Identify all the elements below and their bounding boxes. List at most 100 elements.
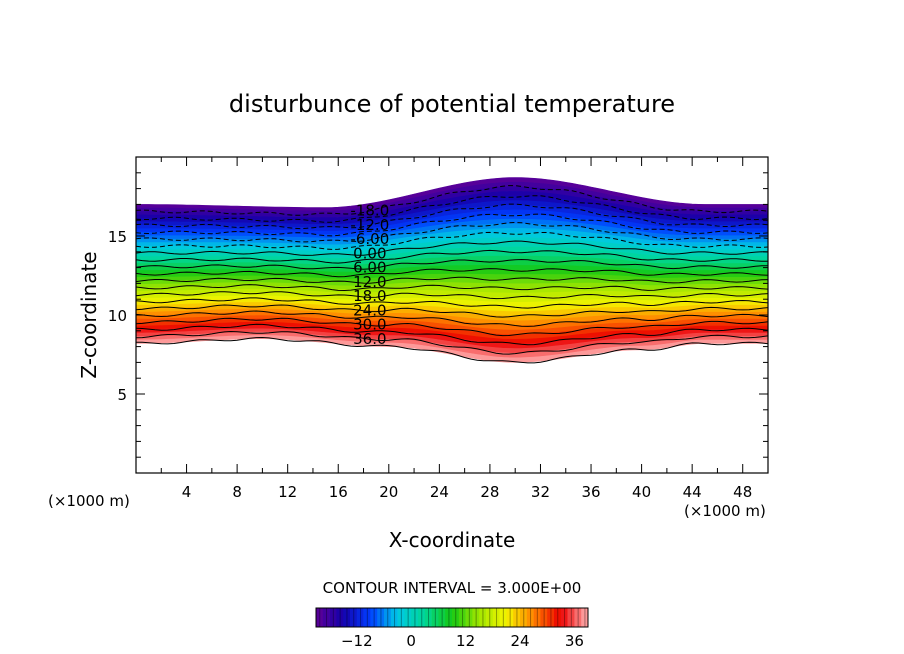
contour-line bbox=[136, 221, 768, 243]
colorbar-swatch bbox=[329, 608, 337, 627]
x-tick-label: 44 bbox=[683, 483, 702, 501]
colorbar-swatch bbox=[465, 608, 473, 627]
colorbar-swatch bbox=[377, 608, 385, 627]
colorbar-swatch bbox=[370, 608, 378, 627]
x-tick-label: 32 bbox=[531, 483, 550, 501]
y-tick-label: 5 bbox=[117, 386, 127, 404]
colorbar-swatch bbox=[445, 608, 453, 627]
contour-line bbox=[136, 203, 768, 230]
colorbar-swatch bbox=[506, 608, 514, 627]
x-tick-label: 28 bbox=[480, 483, 499, 501]
contour-label: -12.0 bbox=[350, 216, 389, 234]
x-unit-right: (×1000 m) bbox=[684, 502, 766, 520]
colorbar-swatch bbox=[397, 608, 405, 627]
colorbar-swatch bbox=[431, 608, 439, 627]
contour-label: 24.0 bbox=[353, 301, 386, 319]
contour-line bbox=[136, 249, 768, 264]
chart-title: disturbunce of potential temperature bbox=[229, 90, 675, 118]
colorbar-swatch bbox=[526, 608, 534, 627]
contour-label: 0.00 bbox=[353, 244, 386, 262]
x-tick-label: 36 bbox=[581, 483, 600, 501]
contour-line bbox=[136, 240, 768, 256]
contour-label: 18.0 bbox=[353, 287, 386, 305]
colorbar-swatch bbox=[567, 608, 575, 627]
colorbar-swatch bbox=[560, 608, 568, 627]
y-tick-label: 10 bbox=[108, 307, 127, 325]
contour-line bbox=[136, 185, 768, 216]
x-axis-label: X-coordinate bbox=[389, 528, 516, 552]
contour-label: -18.0 bbox=[350, 202, 389, 220]
x-tick-label: 16 bbox=[329, 483, 348, 501]
contour-line bbox=[136, 323, 768, 346]
colorbar-swatch bbox=[499, 608, 507, 627]
colorbar-tick-label: 24 bbox=[510, 632, 529, 650]
contour-line bbox=[136, 291, 768, 300]
colorbar-swatch bbox=[574, 608, 582, 627]
colorbar-tick-label: 36 bbox=[565, 632, 584, 650]
contour-line bbox=[136, 268, 768, 278]
y-axis-label: Z-coordinate bbox=[77, 251, 101, 378]
contour-label: 36.0 bbox=[353, 330, 386, 348]
x-tick-label: 8 bbox=[232, 483, 242, 501]
contour-label: 30.0 bbox=[353, 316, 386, 334]
colorbar-swatch bbox=[322, 608, 330, 627]
colorbar bbox=[316, 608, 589, 627]
colorbar-swatch bbox=[581, 608, 589, 627]
contour-line bbox=[136, 336, 768, 364]
contour-band bbox=[136, 335, 768, 363]
colorbar-swatch bbox=[390, 608, 398, 627]
contour-line bbox=[136, 213, 768, 237]
contour-label: 12.0 bbox=[353, 273, 386, 291]
contour-line bbox=[136, 297, 768, 309]
colorbar-swatch bbox=[363, 608, 371, 627]
colorbar-swatch bbox=[540, 608, 548, 627]
colorbar-swatch bbox=[458, 608, 466, 627]
colorbar-tick-label: 12 bbox=[456, 632, 475, 650]
contour-label: 6.00 bbox=[353, 259, 386, 277]
colorbar-swatch bbox=[486, 608, 494, 627]
colorbar-swatch bbox=[513, 608, 521, 627]
colorbar-swatch bbox=[479, 608, 487, 627]
contour-bands bbox=[136, 177, 768, 363]
colorbar-swatch bbox=[384, 608, 392, 627]
colorbar-tick-label: −12 bbox=[341, 632, 373, 650]
colorbar-tick-label: 0 bbox=[406, 632, 416, 650]
contour-line bbox=[136, 330, 768, 355]
colorbar-frame bbox=[315, 607, 589, 628]
x-tick-label: 12 bbox=[278, 483, 297, 501]
colorbar-swatch bbox=[554, 608, 562, 627]
colorbar-swatch bbox=[472, 608, 480, 627]
contour-line bbox=[136, 258, 768, 270]
colorbar-swatch bbox=[533, 608, 541, 627]
contour-line bbox=[136, 231, 768, 250]
colorbar-swatch bbox=[418, 608, 426, 627]
y-tick-labels: 5 10 15 bbox=[108, 228, 127, 404]
colorbar-swatch bbox=[547, 608, 555, 627]
contour-line bbox=[136, 310, 768, 327]
contour-interval-text: CONTOUR INTERVAL = 3.000E+00 bbox=[323, 579, 582, 597]
colorbar-swatch bbox=[452, 608, 460, 627]
colorbar-swatch bbox=[316, 608, 324, 627]
contour-line bbox=[136, 317, 768, 337]
colorbar-swatch bbox=[411, 608, 419, 627]
colorbar-swatch bbox=[404, 608, 412, 627]
axis-ticks bbox=[136, 157, 768, 473]
x-tick-label: 40 bbox=[632, 483, 651, 501]
x-tick-label: 48 bbox=[733, 483, 752, 501]
contour-line bbox=[136, 284, 768, 292]
x-tick-label: 4 bbox=[182, 483, 192, 501]
colorbar-swatch bbox=[350, 608, 358, 627]
colorbar-swatch bbox=[356, 608, 364, 627]
x-tick-labels: 4 8 12 16 20 24 28 32 36 40 44 48 bbox=[182, 483, 752, 501]
colorbar-swatch bbox=[424, 608, 432, 627]
colorbar-swatch bbox=[438, 608, 446, 627]
colorbar-tick-labels: −12 0 12 24 36 bbox=[341, 632, 584, 650]
x-tick-label: 20 bbox=[379, 483, 398, 501]
contour-line bbox=[136, 195, 768, 223]
contour-line bbox=[136, 304, 768, 318]
contour-line bbox=[136, 276, 768, 284]
contour-label: -6.00 bbox=[350, 230, 389, 248]
y-tick-label: 15 bbox=[108, 228, 127, 246]
x-unit-left: (×1000 m) bbox=[48, 492, 130, 510]
